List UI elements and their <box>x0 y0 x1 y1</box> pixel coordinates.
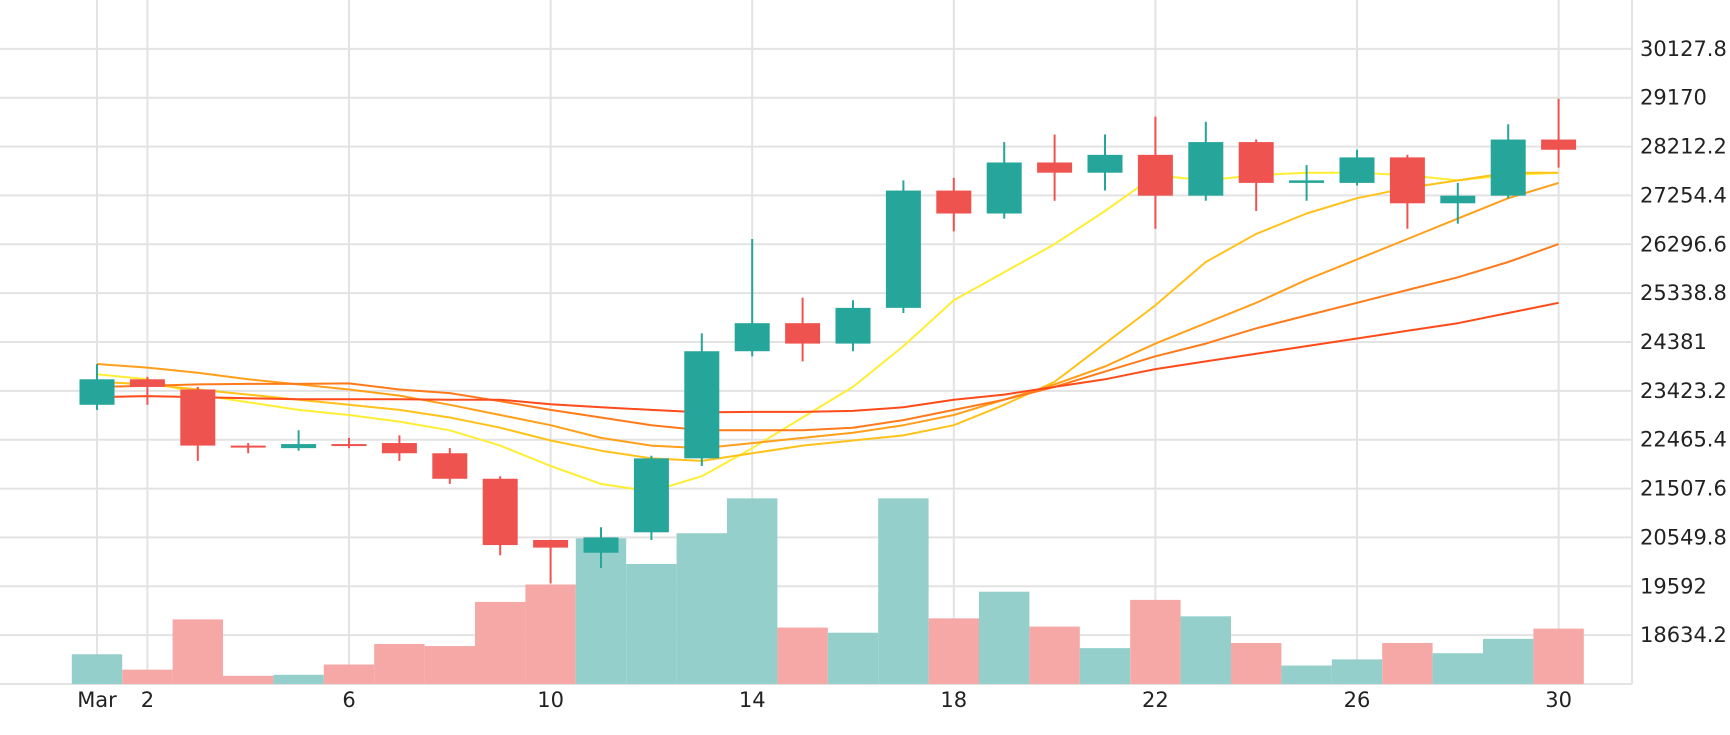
y-tick-label: 20549.8 <box>1640 525 1727 549</box>
candle-body <box>986 162 1022 214</box>
volume-bar <box>172 619 223 684</box>
y-tick-label: 24381 <box>1640 330 1707 354</box>
volume-bar <box>71 654 123 684</box>
volume-layer <box>71 498 1584 684</box>
volume-bar <box>979 591 1030 684</box>
candle-body <box>1087 154 1123 173</box>
moving-average-layer <box>96 171 1559 493</box>
candle-body <box>129 379 165 387</box>
candle-body <box>281 444 317 449</box>
volume-bar <box>374 644 425 684</box>
y-tick-label: 27254.4 <box>1640 183 1727 207</box>
volume-bar <box>1281 665 1332 684</box>
volume-bar <box>1533 628 1584 684</box>
candle-body <box>1289 180 1325 183</box>
moving-average-line <box>96 181 1559 450</box>
x-tick-label: 10 <box>537 688 564 712</box>
y-tick-label: 19592 <box>1640 574 1707 598</box>
moving-average-line <box>96 171 1559 493</box>
candle-body <box>1137 154 1173 196</box>
y-tick-label: 30127.8 <box>1640 37 1727 61</box>
candle-body <box>633 458 669 533</box>
volume-bar <box>525 584 576 684</box>
volume-bar <box>827 632 879 684</box>
candle-body <box>1339 157 1375 183</box>
volume-bar <box>424 646 475 684</box>
candle-layer <box>79 98 1577 584</box>
moving-average-line <box>96 301 1559 414</box>
volume-bar <box>878 498 929 684</box>
y-tick-label: 22465.4 <box>1640 428 1727 452</box>
axis-layer: 30127.8 29170 28212.2 27254.4 26296.6 25338.8… <box>77 37 1727 712</box>
candle-body <box>230 445 266 448</box>
candle-body <box>1440 195 1476 204</box>
y-tick-label: 23423.2 <box>1640 379 1727 403</box>
moving-average-line <box>96 171 1559 462</box>
volume-bar <box>323 664 375 684</box>
candle-body <box>583 537 619 553</box>
volume-bar <box>727 498 778 684</box>
candle-body <box>1389 157 1425 204</box>
candle-body <box>734 323 770 352</box>
volume-bar <box>122 669 173 684</box>
candle-body <box>936 190 972 214</box>
candle-body <box>835 307 871 344</box>
volume-bar <box>1331 659 1383 684</box>
volume-bar <box>1130 599 1181 684</box>
x-tick-label: 26 <box>1344 688 1371 712</box>
y-tick-label: 18634.2 <box>1640 623 1727 647</box>
candle-body <box>1238 142 1274 183</box>
y-tick-label: 25338.8 <box>1640 281 1727 305</box>
volume-bar <box>223 675 274 684</box>
volume-bar <box>1029 626 1080 684</box>
candle-body <box>381 443 417 454</box>
volume-bar <box>1382 642 1433 684</box>
volume-bar <box>1432 653 1483 684</box>
x-tick-label: 22 <box>1142 688 1169 712</box>
x-tick-label: 6 <box>342 688 355 712</box>
volume-bar <box>1180 616 1231 684</box>
candle-body <box>331 444 367 447</box>
volume-bar <box>676 533 727 684</box>
volume-bar <box>928 618 979 684</box>
volume-bar <box>1231 642 1282 684</box>
volume-bar <box>273 674 324 684</box>
x-tick-label: 14 <box>739 688 766 712</box>
volume-bar <box>475 601 526 684</box>
candle-body <box>1188 142 1224 196</box>
y-tick-label: 29170 <box>1640 86 1707 110</box>
y-tick-label: 26296.6 <box>1640 232 1727 256</box>
candle-body <box>885 190 921 308</box>
moving-average-line <box>96 243 1559 432</box>
x-tick-label: Mar <box>77 688 117 712</box>
x-tick-label: 30 <box>1545 688 1572 712</box>
candle-body <box>180 389 216 446</box>
candle-body <box>1037 162 1073 173</box>
volume-bar <box>777 627 828 684</box>
volume-bar <box>626 564 677 684</box>
y-tick-label: 21507.6 <box>1640 477 1727 501</box>
x-tick-label: 2 <box>141 688 154 712</box>
candle-body <box>482 478 518 546</box>
candle-body <box>1541 139 1577 150</box>
candle-body <box>432 453 468 479</box>
x-tick-label: 18 <box>940 688 967 712</box>
candle-body <box>533 539 569 548</box>
candle-body <box>785 323 821 344</box>
y-tick-label: 28212.2 <box>1640 135 1727 159</box>
candle-body <box>79 379 115 405</box>
candle-body <box>684 351 720 459</box>
volume-bar <box>1079 648 1131 684</box>
candle-body <box>1490 139 1526 196</box>
volume-bar <box>1483 638 1534 684</box>
